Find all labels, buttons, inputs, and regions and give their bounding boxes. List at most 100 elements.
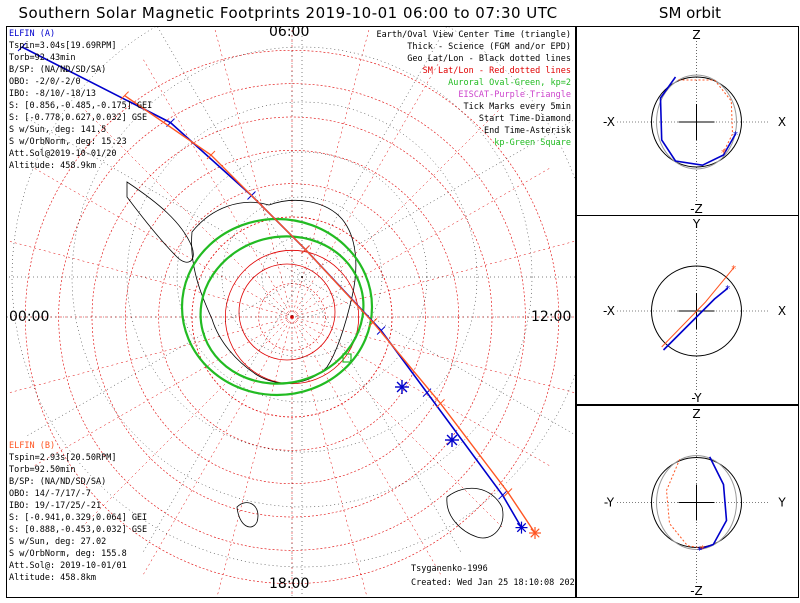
orbit-path-elfin-b	[665, 459, 703, 549]
sm-meridian	[291, 166, 552, 318]
geo-meridian	[24, 276, 303, 438]
model-credit: Tsyganenko-1996	[411, 564, 488, 574]
footprint-map: 06:00 00:00 12:00 18:00 ELFIN (A) Tspin=3…	[6, 26, 576, 598]
elfin-a-marker	[396, 381, 408, 393]
elfin-a-info-line: IBO: -8/10/-18/13	[9, 89, 96, 99]
orbit-elfin-b-end: *	[700, 544, 705, 555]
orbit-xy-svg: Y -Y -X X **	[603, 217, 786, 405]
geo-lat-circle	[71, 46, 533, 508]
footprint-map-svg	[7, 27, 575, 597]
elfin-a-tick	[498, 490, 507, 500]
elfin-b-tick	[120, 91, 129, 100]
elfin-b-info: ELFIN (B) Tspin=2.93s[20.50RPM] Torb=92.50…	[9, 440, 147, 584]
geo-meridian	[301, 276, 463, 555]
elfin-b-tick	[206, 150, 216, 160]
orbit-path-gray	[656, 455, 737, 550]
geo-meridian	[301, 276, 575, 435]
elfin-b-track	[124, 95, 536, 534]
auroral-oval-inner	[199, 235, 365, 385]
created-timestamp: Created: Wed Jan 25 18:10:08 2023	[411, 578, 576, 588]
legend-entry: Auroral Oval-Green, kp=2	[448, 78, 571, 88]
elfin-a-info: ELFIN (A) Tspin=3.04s[19.69RPM] Torb=92.43…	[9, 28, 152, 172]
elfin-b-info-line: S w/Sun, deg: 27.02	[9, 537, 107, 547]
elfin-a-info-line: ELFIN (A)	[9, 29, 56, 39]
orbit-axis-label-bottom: -Z	[690, 202, 703, 216]
orbit-elfin-a-end: *	[733, 130, 738, 141]
orbit-path-elfin-b	[661, 267, 735, 348]
sm-meridian	[141, 57, 293, 318]
elfin-a-marker	[446, 434, 458, 446]
elfin-a-info-line: B/SP: (NA/ND/SD/SA)	[9, 65, 107, 75]
legend-entry: Geo Lat/Lon - Black dotted lines	[407, 54, 571, 64]
sm-meridian	[7, 240, 293, 318]
orbit-axis-label-right: Y	[777, 496, 786, 510]
sm-meridian	[291, 27, 370, 318]
elfin-b-tick	[301, 245, 310, 254]
auroral-oval-outer	[180, 217, 374, 397]
legend-entry: End Time-Asterisk	[484, 126, 571, 136]
mlt-label-right: 12:00	[531, 309, 572, 325]
sm-meridian	[32, 316, 293, 468]
orbit-axis-label-right: X	[778, 115, 786, 129]
sm-meridian	[291, 316, 443, 577]
elfin-a-info-line: S: [0.856,-0.485,-0.175] GEI	[9, 101, 153, 111]
sm-orbit-title: SM orbit	[658, 4, 722, 22]
orbit-panel-xz: Z -Z -X X * *	[576, 26, 799, 216]
elfin-a-info-line: Att.Sol@2019-10-01/20	[9, 149, 117, 159]
legend-entry: Thick - Science (FGM and/or EPD)	[407, 42, 571, 52]
mlt-label-left: 00:00	[9, 309, 50, 325]
earth-circle	[651, 76, 742, 168]
geo-meridian	[157, 27, 303, 278]
mlt-label-top: 06:00	[269, 26, 310, 40]
sm-meridian	[291, 240, 575, 318]
elfin-b-info-line: OBO: 14/-7/17/-7	[9, 489, 91, 499]
coastline-australia	[446, 488, 504, 539]
orbit-xz-svg: Z -Z -X X * *	[603, 28, 786, 216]
sm-meridian	[291, 316, 505, 530]
orbit-yz-svg: Z-Z-Y Y**	[604, 407, 786, 598]
sm-lat-circle	[58, 83, 526, 551]
elfin-b-info-line: S: [0.888,-0.453,0.032] GSE	[9, 525, 148, 535]
elfin-b-info-line: ELFIN (B)	[9, 441, 56, 451]
orbit-elfin-a-end: *	[697, 545, 702, 556]
sm-meridian	[32, 166, 293, 318]
map-legend: Earth/Oval View Center Time (triangle) Th…	[377, 29, 571, 149]
elfin-a-tick	[376, 326, 386, 335]
sm-meridian	[141, 316, 293, 577]
sm-meridian	[79, 316, 293, 530]
orbit-axis-label-bottom: -Y	[691, 391, 702, 405]
coastline-south-america	[126, 181, 194, 263]
elfin-a-info-line: S w/OrbNorm, deg: 15.23	[9, 137, 127, 147]
sm-meridian	[291, 316, 575, 394]
sm-meridian	[291, 104, 505, 318]
legend-entry: Tick Marks every 5min	[463, 102, 571, 112]
elfin-b-end-asterisk	[530, 528, 540, 538]
orbit-axis-label-bottom: -Z	[690, 584, 703, 598]
elfin-b-info-line: Altitude: 458.8km	[9, 573, 96, 583]
orbit-elfin-b-end: *	[721, 148, 726, 159]
legend-entry: Start Time-Diamond	[478, 114, 571, 124]
orbit-panel-yz: Z -Z -Y Y * *	[576, 405, 799, 598]
elfin-b-tick	[368, 318, 378, 327]
geo-meridian	[141, 276, 303, 555]
geo-meridian	[301, 119, 575, 278]
orbit-path-elfin-a	[699, 456, 728, 551]
elfin-a-tick	[17, 42, 27, 52]
orbit-axis-label-right: X	[778, 304, 786, 318]
sm-meridian	[291, 57, 443, 318]
elfin-b-info-line: Tspin=2.93s[20.50RPM]	[9, 453, 117, 463]
elfin-a-info-line: OBO: -2/0/-2/0	[9, 77, 81, 87]
orbit-axis-label-left: -X	[603, 304, 615, 318]
elfin-b-info-line: Torb=92.50min	[9, 465, 76, 475]
orbit-path-gray	[656, 74, 737, 170]
geo-lat-circle	[126, 101, 478, 453]
kp-green-square	[342, 353, 352, 363]
orbit-axis-label-left: -Y	[604, 496, 615, 510]
orbit-axis-label-top: Z	[692, 407, 700, 421]
orbit-path-elfin-a	[662, 287, 729, 351]
geo-meridian	[24, 116, 303, 278]
elfin-a-info-line: Tspin=3.04s[19.69RPM]	[9, 41, 117, 51]
elfin-a-info-line: S w/Sun, deg: 141.5	[9, 125, 107, 135]
legend-entry: SM Lat/Lon - Red dotted lines	[422, 66, 571, 76]
